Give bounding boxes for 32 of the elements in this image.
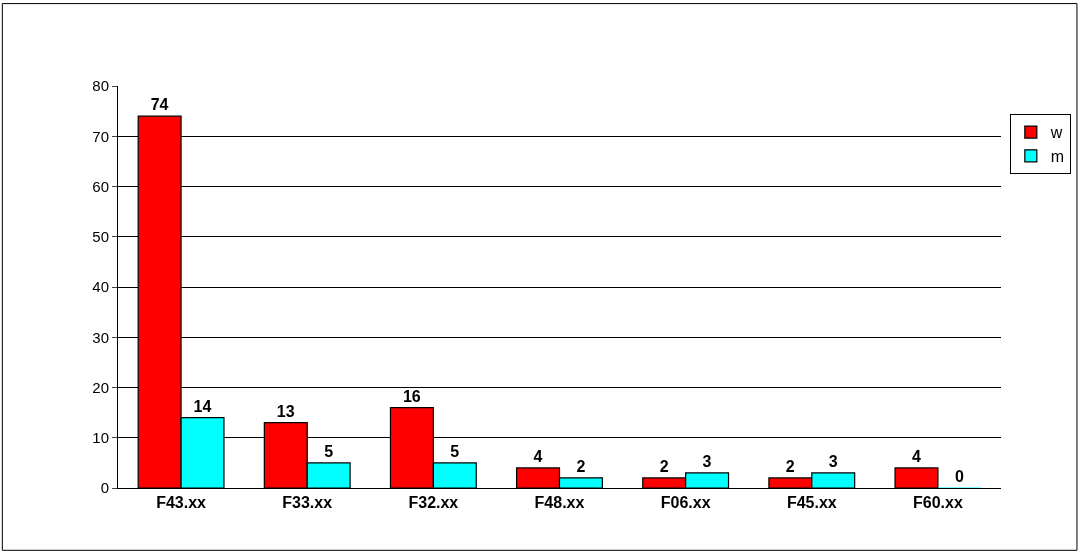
x-tick-label: F33.xx xyxy=(282,494,333,512)
data-label: 16 xyxy=(402,387,421,405)
y-tick-label: 50 xyxy=(92,228,109,245)
data-label: 74 xyxy=(150,96,169,114)
data-label: 13 xyxy=(276,402,295,420)
data-label: 0 xyxy=(954,468,964,485)
legend-label: m xyxy=(1050,148,1065,166)
data-label: 4 xyxy=(533,447,543,465)
x-tick-label: F32.xx xyxy=(408,494,459,512)
x-tick-label: F45.xx xyxy=(786,494,837,512)
x-tick-label: F43.xx xyxy=(156,494,207,512)
data-label: 3 xyxy=(702,452,712,470)
x-tick-label: F06.xx xyxy=(660,494,711,512)
data-label: 5 xyxy=(324,442,334,460)
y-tick-label: 60 xyxy=(92,177,109,195)
data-label: 14 xyxy=(193,397,212,415)
y-tick-label: 30 xyxy=(92,328,109,346)
data-label: 2 xyxy=(576,457,586,475)
y-tick-label: 20 xyxy=(92,378,109,396)
data-label: 5 xyxy=(450,442,460,460)
data-label: 4 xyxy=(911,447,921,465)
x-tick-label: F60.xx xyxy=(913,494,963,512)
y-tick-label: 10 xyxy=(92,429,109,446)
y-tick-label: 80 xyxy=(92,77,109,95)
y-tick-label: 0 xyxy=(100,479,109,497)
data-label: 2 xyxy=(785,457,795,475)
legend-label: w xyxy=(1049,124,1063,142)
y-tick-label: 40 xyxy=(92,278,109,296)
x-tick-label: F48.xx xyxy=(534,494,585,512)
data-label: 2 xyxy=(659,457,669,475)
y-tick-label: 70 xyxy=(92,127,109,145)
data-label: 3 xyxy=(828,452,838,470)
